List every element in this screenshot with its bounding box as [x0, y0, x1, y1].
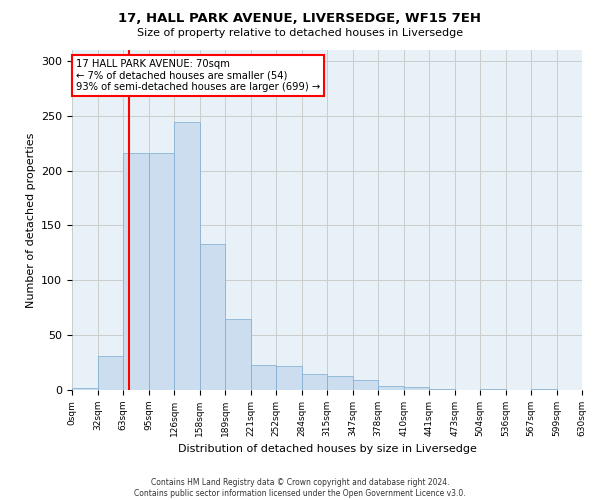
Bar — [98, 356, 123, 390]
Bar — [378, 386, 404, 390]
Bar — [404, 386, 429, 390]
Bar — [200, 244, 225, 390]
Bar — [251, 365, 276, 390]
Text: Size of property relative to detached houses in Liversedge: Size of property relative to detached ho… — [137, 28, 463, 38]
Bar — [276, 366, 302, 390]
Bar — [225, 318, 251, 390]
Bar — [72, 388, 98, 390]
Bar — [123, 153, 149, 390]
Bar — [531, 389, 557, 390]
Bar — [480, 389, 506, 390]
Bar — [149, 153, 174, 390]
Text: 17 HALL PARK AVENUE: 70sqm
← 7% of detached houses are smaller (54)
93% of semi-: 17 HALL PARK AVENUE: 70sqm ← 7% of detac… — [76, 59, 320, 92]
Bar — [174, 122, 200, 390]
Y-axis label: Number of detached properties: Number of detached properties — [26, 132, 35, 308]
Bar — [582, 388, 600, 390]
Text: Contains HM Land Registry data © Crown copyright and database right 2024.
Contai: Contains HM Land Registry data © Crown c… — [134, 478, 466, 498]
Bar — [302, 374, 327, 390]
Bar — [429, 389, 455, 390]
Bar — [327, 376, 353, 390]
X-axis label: Distribution of detached houses by size in Liversedge: Distribution of detached houses by size … — [178, 444, 476, 454]
Bar — [353, 380, 378, 390]
Text: 17, HALL PARK AVENUE, LIVERSEDGE, WF15 7EH: 17, HALL PARK AVENUE, LIVERSEDGE, WF15 7… — [119, 12, 482, 26]
